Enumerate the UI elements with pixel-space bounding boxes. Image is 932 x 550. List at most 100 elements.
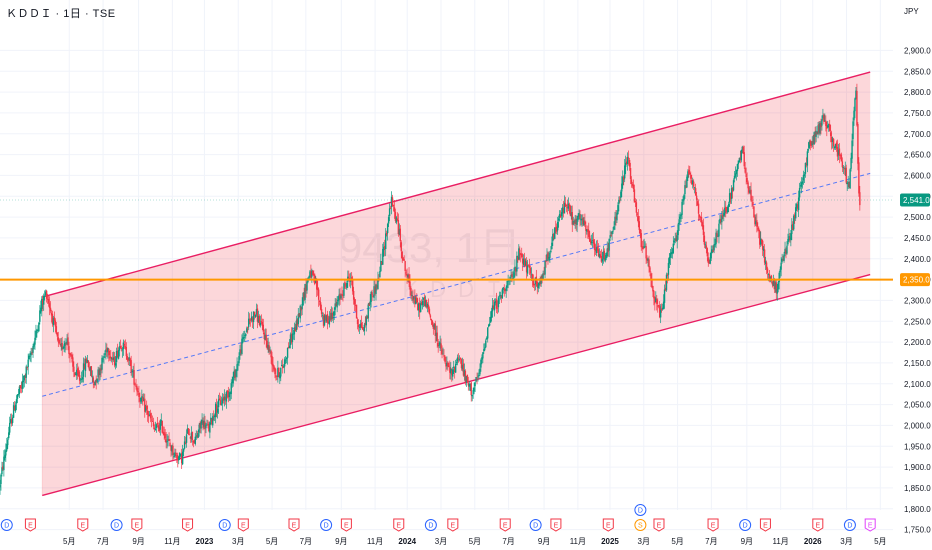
event-marker-d: D xyxy=(739,519,752,531)
candle-body xyxy=(150,419,153,421)
candle-body xyxy=(323,315,326,326)
candle-body xyxy=(188,434,191,436)
candle-body xyxy=(348,277,350,279)
candle-body xyxy=(35,330,37,338)
candle-body xyxy=(777,282,779,290)
candle-body xyxy=(259,322,262,326)
candle-body xyxy=(289,334,292,346)
candle-body xyxy=(170,445,172,451)
candle-body xyxy=(721,215,723,223)
candle-body xyxy=(573,222,575,224)
candle-body xyxy=(15,399,18,404)
candle-body xyxy=(25,366,27,378)
candle-body xyxy=(1,467,3,475)
x-tick-label: 2023 xyxy=(196,537,214,546)
earnings-icon xyxy=(288,518,300,532)
candle-body xyxy=(852,121,854,140)
candle-body xyxy=(189,436,192,439)
candle-body xyxy=(416,297,418,303)
watermark: 9433, 1日 ＫＤＤＩ xyxy=(339,224,521,302)
candle-body xyxy=(650,273,652,281)
event-marker-e: E xyxy=(653,518,665,532)
candle-body xyxy=(329,316,332,321)
candle-body xyxy=(79,378,82,380)
y-tick-label: 2,100.0 xyxy=(904,380,931,389)
candle-body xyxy=(749,190,751,194)
candle-body xyxy=(629,167,632,179)
candle-body xyxy=(258,315,261,325)
candle-body xyxy=(755,221,757,225)
candle-body xyxy=(308,276,310,278)
candle-body xyxy=(44,291,47,296)
candle-body xyxy=(16,394,19,399)
candle-body xyxy=(6,444,8,451)
candle-body xyxy=(738,157,741,163)
candle-body xyxy=(658,306,661,318)
candle-body xyxy=(725,206,727,211)
candle-body xyxy=(381,261,383,265)
candle-body xyxy=(806,151,809,166)
channel-upper-line[interactable] xyxy=(42,71,871,298)
candle-body xyxy=(508,280,510,282)
candle-body xyxy=(140,397,142,402)
price-axis[interactable]: 1,750.0 1,800.0 1,850.0 1,900.0 1,950.0 2,000… xyxy=(900,46,931,535)
x-tick-label: 5月 xyxy=(469,537,481,546)
candle-body xyxy=(671,252,674,254)
candle-body xyxy=(453,366,455,368)
candle-body xyxy=(103,356,105,358)
candle-body xyxy=(104,353,106,355)
candle-body xyxy=(467,383,469,386)
candle-body xyxy=(449,367,451,373)
candle-body xyxy=(118,346,121,351)
time-axis[interactable]: 5月 7月 9月 11月 2023 3月 5月 7月 9月 11月 2024 3月 5月 7月 9月 11月 2… xyxy=(63,537,887,546)
candle-body xyxy=(370,291,372,303)
candle-body xyxy=(373,286,375,298)
candle-body xyxy=(51,313,54,324)
candle-body xyxy=(536,281,538,287)
candle-body xyxy=(853,110,855,121)
candle-body xyxy=(646,258,648,261)
candle-body xyxy=(187,428,190,435)
candle-body xyxy=(332,316,334,319)
candle-body xyxy=(163,432,165,436)
candle-body xyxy=(452,369,454,377)
candle-body xyxy=(105,349,107,353)
channel-lower-line[interactable] xyxy=(42,273,871,497)
candle-body xyxy=(517,257,519,261)
candle-body xyxy=(328,316,331,325)
candle-body xyxy=(143,400,145,402)
candle-body xyxy=(678,219,680,224)
candle-body xyxy=(597,249,600,257)
parallel-channel[interactable] xyxy=(41,71,871,497)
candle-body xyxy=(446,362,448,367)
candle-body xyxy=(642,246,644,249)
candle-body xyxy=(267,344,269,349)
candle-body xyxy=(485,340,487,348)
candle-body xyxy=(130,360,132,373)
y-tick-label: 1,900.0 xyxy=(904,463,931,472)
candle-body xyxy=(684,185,686,195)
candle-body xyxy=(698,214,701,218)
y-tick-label: 2,000.0 xyxy=(904,421,931,430)
event-marker-d: D xyxy=(529,519,542,531)
candle-body xyxy=(541,275,543,280)
candle-body xyxy=(522,258,524,264)
x-tick-label: 3月 xyxy=(840,537,852,546)
horizontal-line[interactable] xyxy=(0,199,893,281)
candle-body xyxy=(491,305,494,312)
candle-body xyxy=(273,365,275,370)
candle-body xyxy=(298,313,300,317)
candle-body xyxy=(705,245,708,249)
candle-body xyxy=(288,345,291,349)
candle-body xyxy=(772,279,775,287)
candle-body xyxy=(844,168,846,170)
candle-body xyxy=(556,226,558,232)
candle-body xyxy=(663,289,666,303)
candle-body xyxy=(63,344,65,349)
candle-body xyxy=(520,253,522,256)
event-letter: D xyxy=(222,523,227,530)
earnings-icon xyxy=(447,518,459,532)
candle-body xyxy=(22,380,25,383)
candle-body xyxy=(613,226,615,230)
